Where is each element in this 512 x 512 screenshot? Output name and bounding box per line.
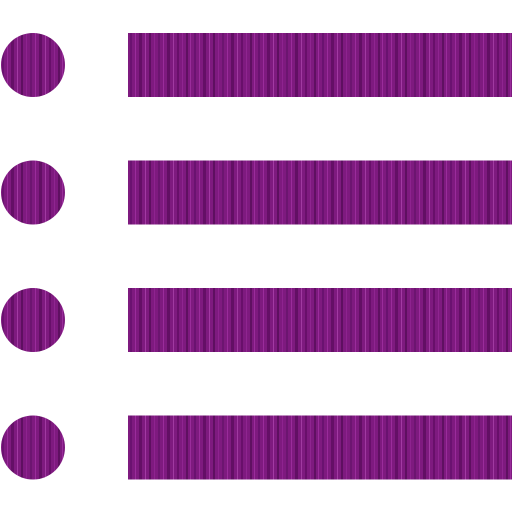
list-line-2 [128,160,512,225]
bullet-dot-4 [1,415,65,480]
list-line-4 [128,415,512,480]
bullet-dot-2 [1,160,65,225]
bullet-dot-3 [1,288,65,352]
bullet-dot-1 [1,33,65,97]
list-line-3 [128,288,512,352]
list-line-1 [128,33,512,97]
